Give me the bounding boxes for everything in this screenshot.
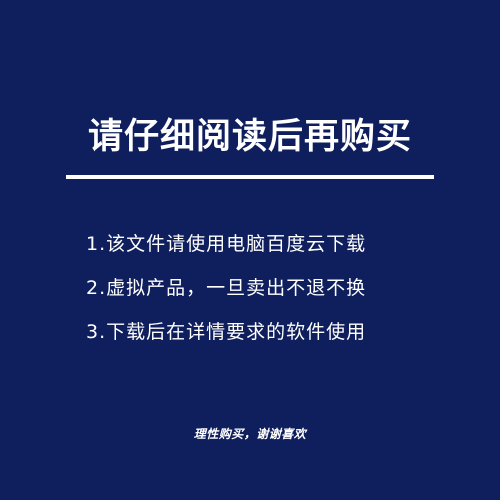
instructions-list: 1.该文件请使用电脑百度云下载 2.虚拟产品，一旦卖出不退不换 3.下载后在详情…	[86, 228, 426, 360]
footer-note: 理性购买，谢谢喜欢	[193, 427, 307, 441]
instruction-item: 1.该文件请使用电脑百度云下载	[86, 233, 367, 255]
headline: 请仔细阅读后再购买	[87, 117, 412, 157]
headline-underline	[66, 175, 434, 179]
instruction-item: 2.虚拟产品，一旦卖出不退不换	[86, 277, 367, 299]
instruction-item: 3.下载后在详情要求的软件使用	[86, 321, 367, 343]
